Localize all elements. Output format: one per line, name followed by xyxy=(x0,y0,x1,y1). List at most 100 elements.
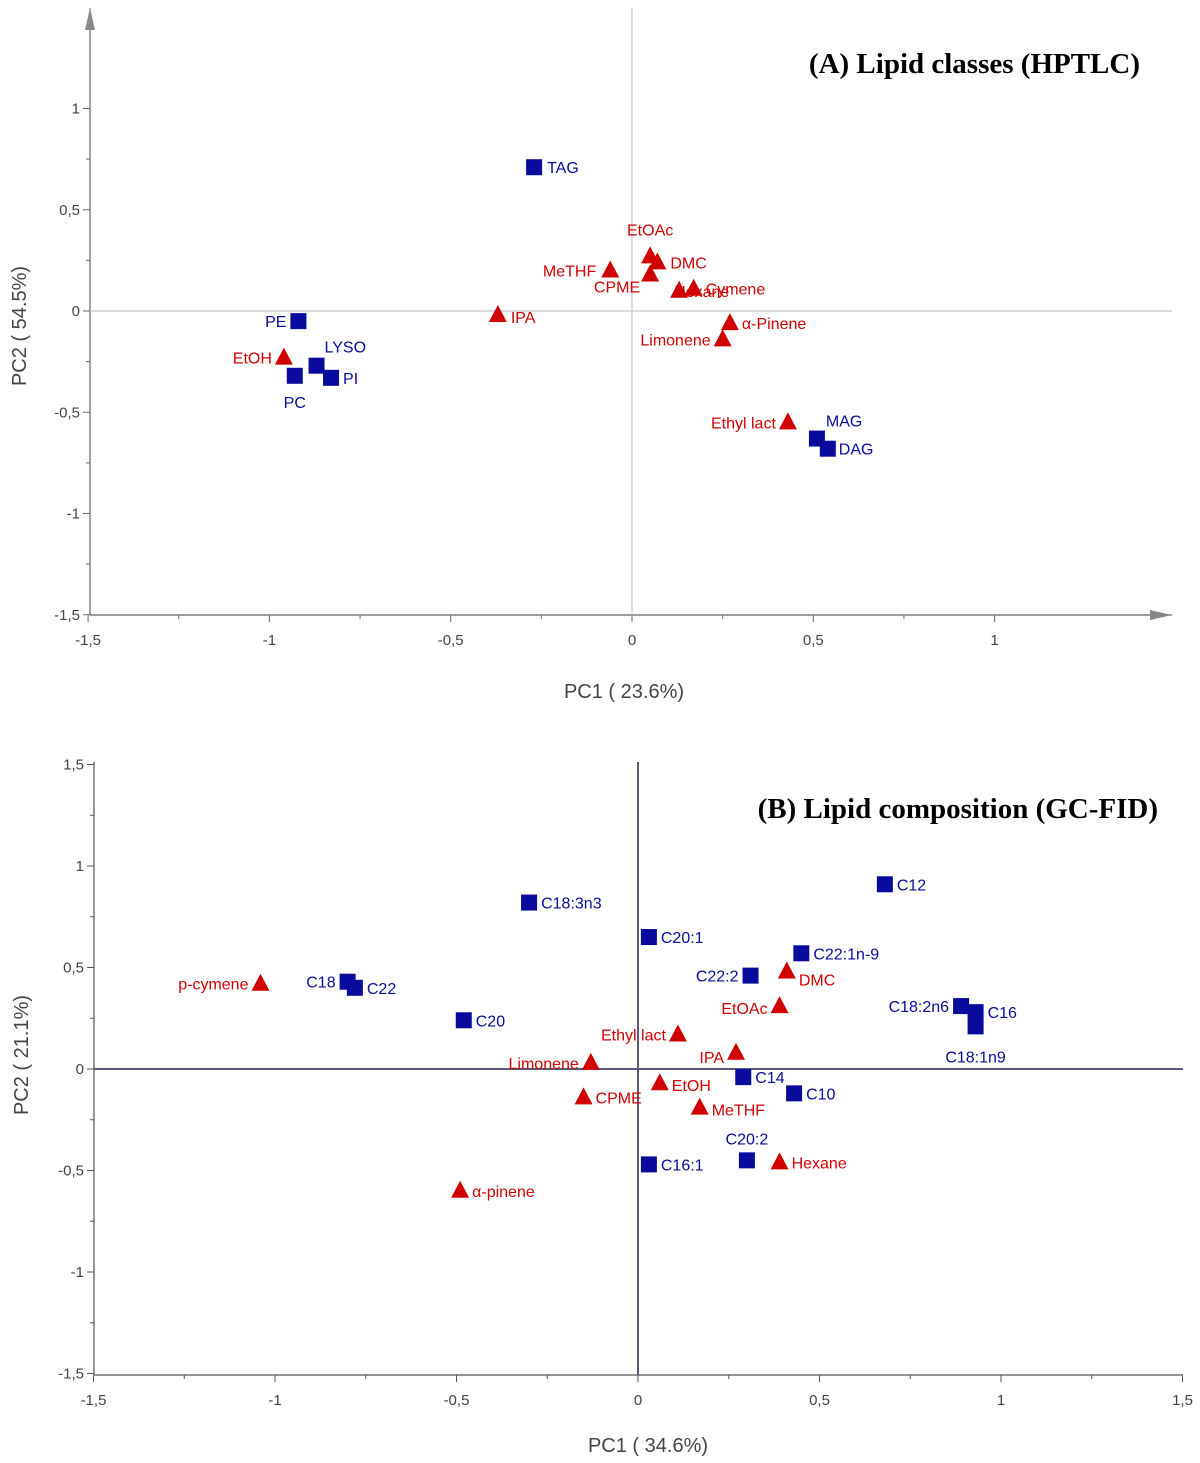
triangle-marker-methf xyxy=(601,260,620,278)
point-label-ipa: IPA xyxy=(511,310,536,327)
point-label-pinene: α-Pinene xyxy=(742,316,807,333)
y-axis-arrow xyxy=(85,8,95,30)
point-label-ethyl-lact: Ethyl lact xyxy=(711,415,776,432)
triangle-marker-ipa xyxy=(727,1042,746,1060)
point-label-limonene: Limonene xyxy=(640,332,710,349)
square-marker-c16-1 xyxy=(640,1156,657,1173)
triangle-marker-pinene xyxy=(720,313,739,331)
y-tick-label: -1,5 xyxy=(54,607,80,624)
y-tick-label: 0 xyxy=(72,303,80,320)
triangle-marker-ethyl-lact xyxy=(778,412,797,430)
point-label-etoac: EtOAc xyxy=(721,1001,767,1018)
point-label-limonene: Limonene xyxy=(509,1056,579,1073)
triangle-marker-cymene xyxy=(684,278,703,296)
point-label-cpme: CPME xyxy=(596,1090,642,1107)
y-tick-label: 1 xyxy=(76,858,84,875)
square-marker-c18-2n6 xyxy=(953,998,970,1015)
y-tick-label: -0,5 xyxy=(54,404,80,421)
square-marker-lyso xyxy=(308,357,325,374)
x-tick-label: 1,5 xyxy=(1172,1392,1193,1409)
triangle-marker-hexane xyxy=(670,280,689,298)
point-label-methf: MeTHF xyxy=(712,1103,766,1120)
point-label-c14: C14 xyxy=(755,1070,784,1087)
x-tick-label: -1 xyxy=(263,632,276,649)
y-tick-label: -1 xyxy=(67,506,80,523)
point-label-lyso: LYSO xyxy=(325,340,367,357)
point-label-hexane: Hexane xyxy=(674,284,729,301)
point-label-c22-1n-9: C22:1n-9 xyxy=(813,946,879,963)
square-marker-c18-1n9 xyxy=(967,1018,984,1035)
point-label-c10: C10 xyxy=(806,1086,835,1103)
square-marker-c16 xyxy=(967,1004,984,1021)
point-label-pinene: α-pinene xyxy=(472,1184,535,1201)
triangle-marker-pinene xyxy=(451,1180,470,1198)
y-axis-title: PC2 ( 21.1%) xyxy=(11,995,33,1115)
x-tick-label: 0,5 xyxy=(809,1392,830,1409)
x-tick-label: 0 xyxy=(634,1392,642,1409)
square-marker-pi xyxy=(323,369,340,386)
y-tick-label: 0 xyxy=(76,1061,84,1078)
triangle-marker-etoac xyxy=(770,996,789,1014)
square-marker-c22-2 xyxy=(742,967,759,984)
triangle-marker-etoh xyxy=(650,1073,669,1091)
point-label-etoac: EtOAc xyxy=(627,222,673,239)
point-label-c22: C22 xyxy=(367,981,396,998)
point-label-c20: C20 xyxy=(476,1013,505,1030)
panel-a-lipid-classes: -1,5 -1 -0,5 0 0,5 1 -1,5 -1 -0,5 0 0,5 1 PC1 ( 23.6… xyxy=(9,8,1172,703)
point-label-pe: PE xyxy=(265,314,286,331)
point-label-cymene: Cymene xyxy=(706,282,766,299)
square-marker-c20 xyxy=(455,1012,472,1029)
square-marker-c10 xyxy=(786,1085,803,1102)
triangle-marker-p-cymene xyxy=(251,973,270,991)
x-axis-title: PC1 ( 23.6%) xyxy=(564,681,684,703)
y-tick-label: -1 xyxy=(71,1264,84,1281)
y-tick-label: 0,5 xyxy=(59,202,80,219)
y-tick-label: 1,5 xyxy=(63,757,84,774)
x-tick-label: -0,5 xyxy=(438,632,464,649)
point-label-hexane: Hexane xyxy=(792,1155,847,1172)
triangle-marker-cpme xyxy=(574,1087,593,1105)
y-tick-label: 0,5 xyxy=(63,960,84,977)
point-label-dmc: DMC xyxy=(799,973,835,990)
chart-title: (A) Lipid classes (HPTLC) xyxy=(809,48,1140,80)
square-marker-c22-1n-9 xyxy=(793,945,810,962)
point-label-c18-1n9: C18:1n9 xyxy=(945,1049,1006,1066)
point-label-c18-2n6: C18:2n6 xyxy=(889,999,950,1016)
x-tick-label: 1 xyxy=(990,632,998,649)
point-label-c22-2: C22:2 xyxy=(696,969,739,986)
point-label-c20-1: C20:1 xyxy=(661,930,704,947)
x-tick-label: 1 xyxy=(997,1392,1005,1409)
square-marker-c12 xyxy=(876,876,893,893)
point-label-c12: C12 xyxy=(897,877,926,894)
triangle-marker-methf xyxy=(690,1097,709,1115)
point-label-c20-2: C20:2 xyxy=(726,1131,769,1148)
point-label-dmc: DMC xyxy=(670,255,706,272)
square-marker-c20-2 xyxy=(738,1152,755,1169)
square-marker-c14 xyxy=(735,1069,752,1086)
point-label-c16: C16 xyxy=(988,1005,1017,1022)
point-label-ipa: IPA xyxy=(699,1050,724,1067)
point-label-ethyl-lact: Ethyl lact xyxy=(601,1027,666,1044)
square-marker-dag xyxy=(819,440,836,457)
chart-title: (B) Lipid composition (GC-FID) xyxy=(758,793,1158,825)
y-axis-title: PC2 ( 54.5%) xyxy=(9,266,31,386)
y-tick-label: 1 xyxy=(72,101,80,118)
triangle-marker-etoh xyxy=(274,347,293,365)
square-marker-pe xyxy=(290,313,307,330)
point-label-c18-3n3: C18:3n3 xyxy=(541,896,602,913)
triangle-marker-ethyl-lact xyxy=(668,1024,687,1042)
point-label-dag: DAG xyxy=(839,442,874,459)
triangle-marker-limonene xyxy=(581,1052,600,1070)
y-tick-label: -0,5 xyxy=(58,1163,84,1180)
point-label-etoh: EtOH xyxy=(672,1078,711,1095)
x-tick-label: -1,5 xyxy=(81,1392,107,1409)
panel-b-lipid-composition: -1,5 -1 -0,5 0 0,5 1 1,5 -1,5 -1 -0,5 0 0,5 1 1,5 PC1 … xyxy=(11,757,1193,1458)
point-label-methf: MeTHF xyxy=(543,264,597,281)
triangle-marker-limonene xyxy=(713,329,732,347)
point-label-tag: TAG xyxy=(547,160,579,177)
square-marker-tag xyxy=(526,159,543,176)
point-label-mag: MAG xyxy=(826,414,862,431)
point-label-pc: PC xyxy=(284,395,306,412)
point-label-p-cymene: p-cymene xyxy=(178,977,248,994)
triangle-marker-dmc xyxy=(777,961,796,979)
